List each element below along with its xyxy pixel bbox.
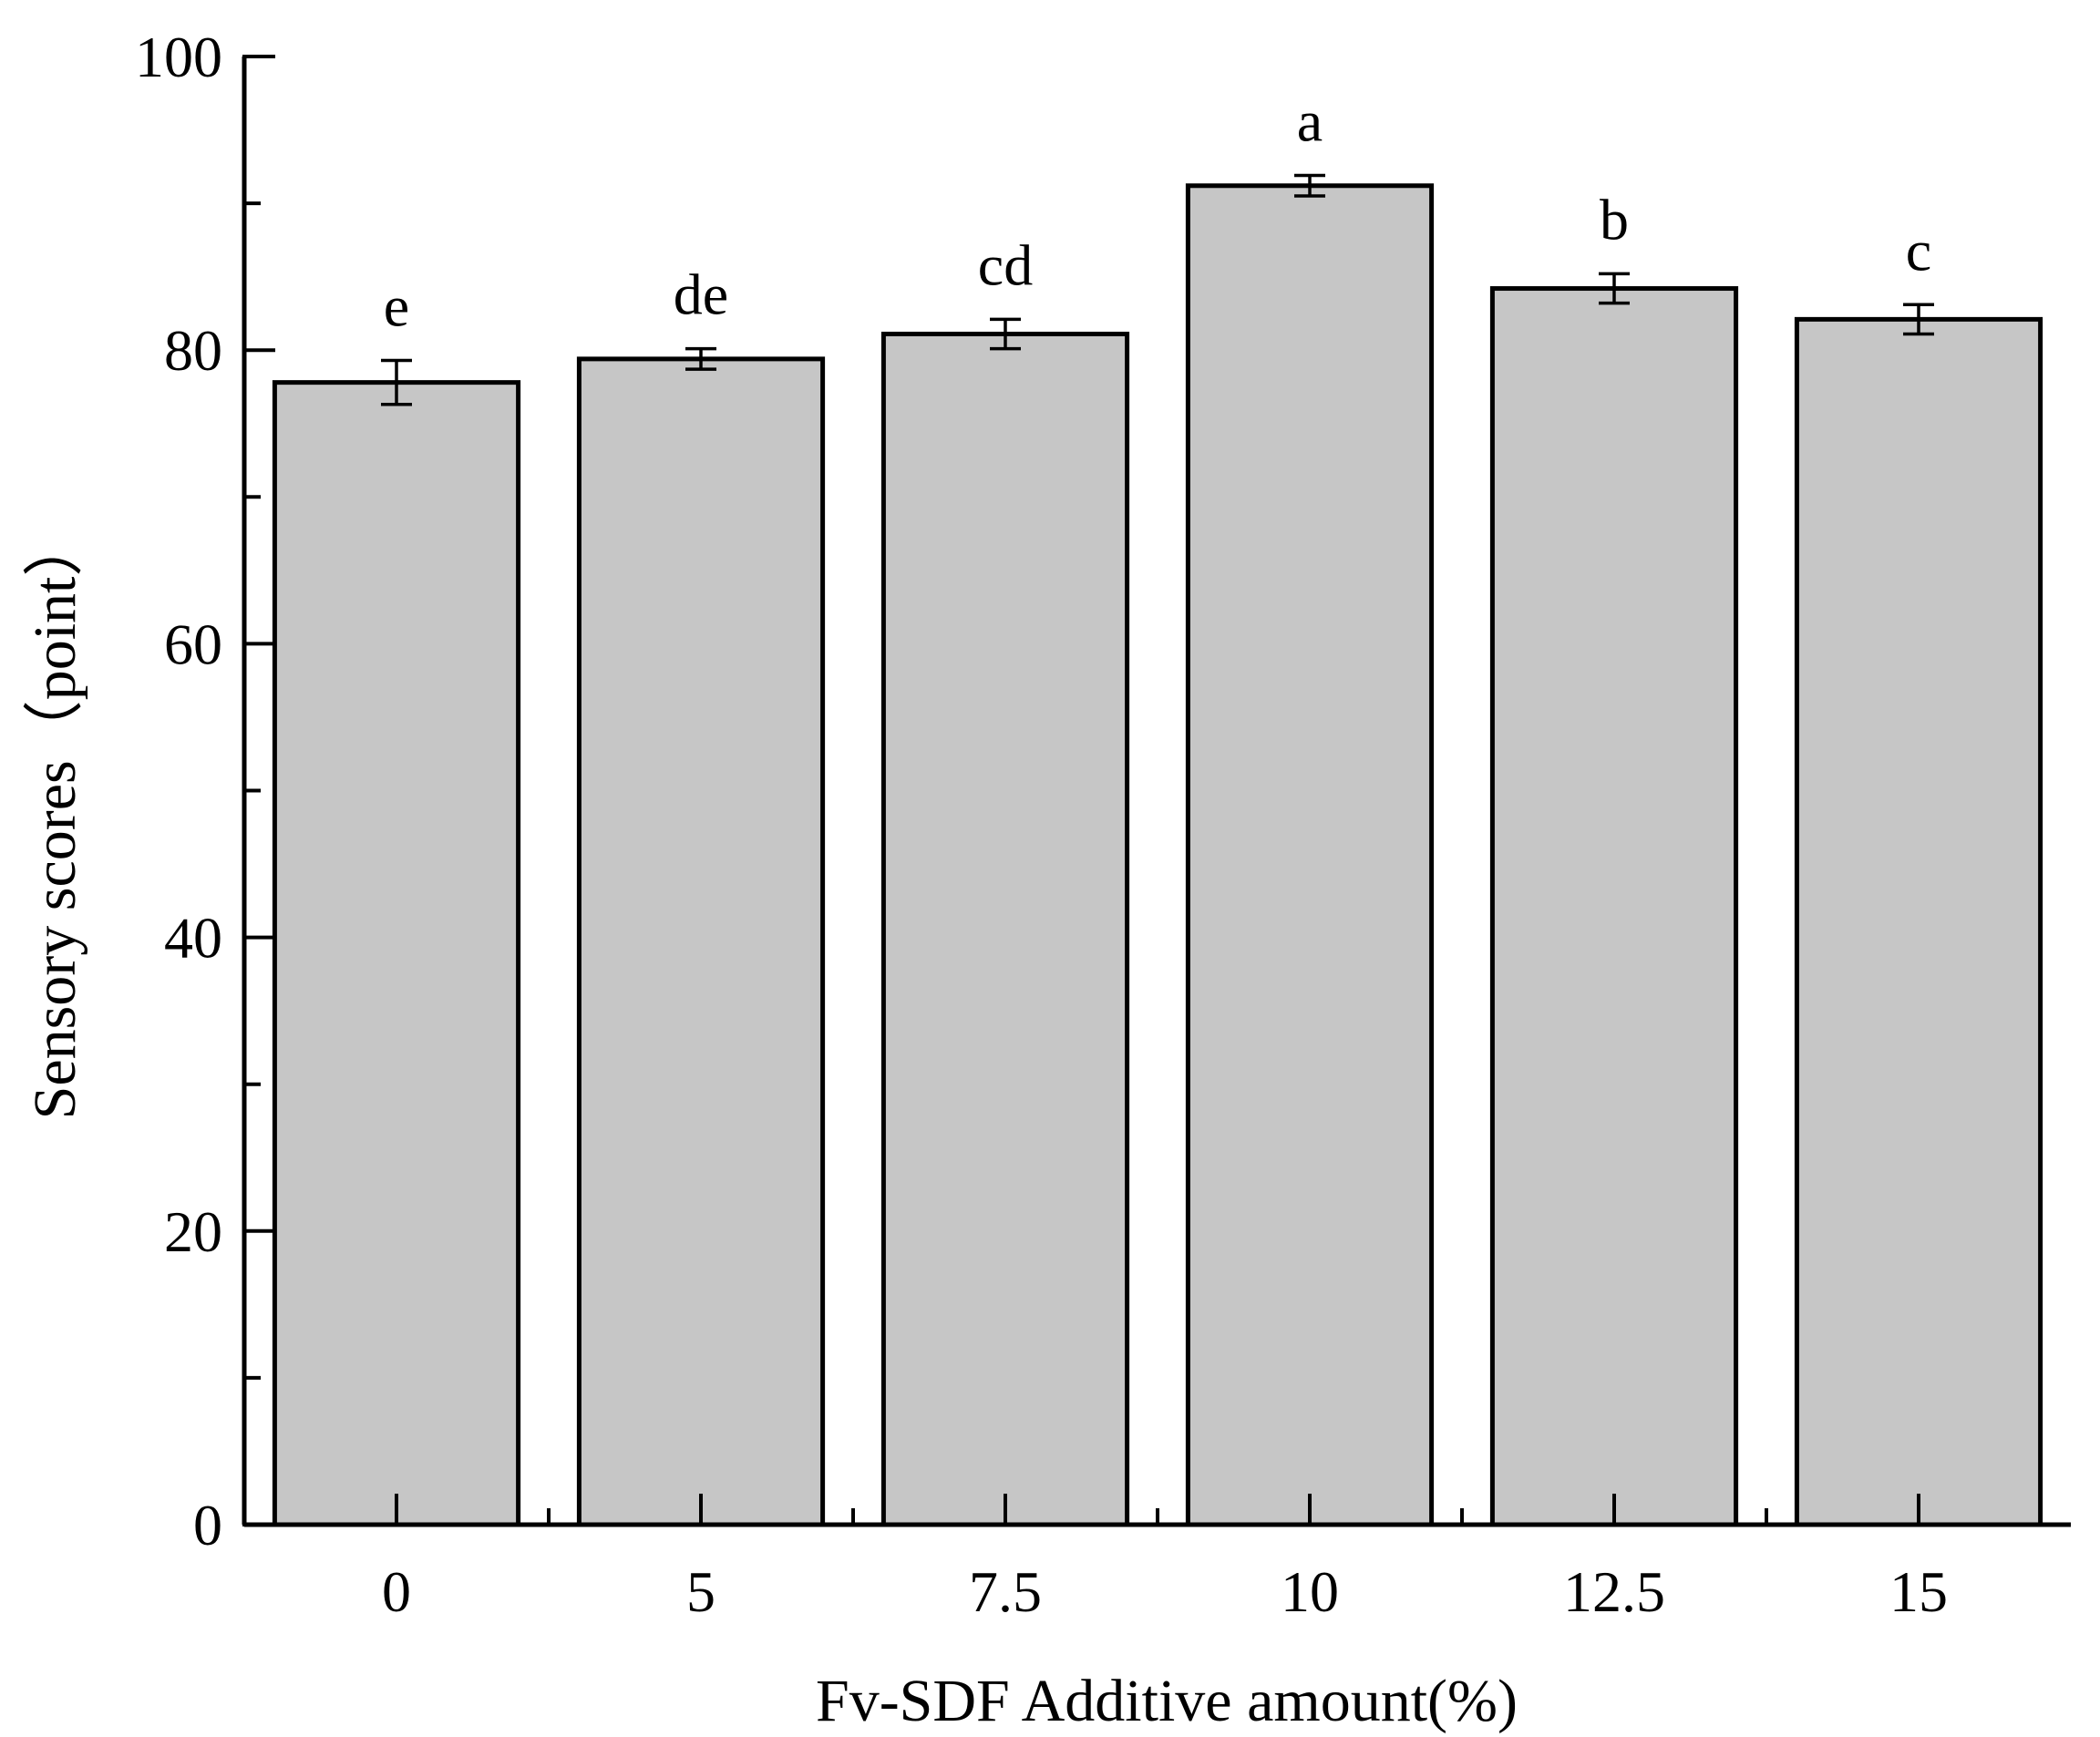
error-bar-5 xyxy=(685,346,716,371)
x-tick-label: 7.5 xyxy=(969,1559,1042,1624)
error-bars-layer xyxy=(381,173,1934,406)
bar-15 xyxy=(1794,316,2043,1527)
significance-labels-layer: e de cd a b c xyxy=(384,88,1931,338)
error-bar-15 xyxy=(1903,303,1934,336)
bar-7.5 xyxy=(880,331,1130,1527)
error-bar-7.5 xyxy=(990,317,1021,351)
y-tick-label: 0 xyxy=(193,1493,222,1557)
bar-12.5 xyxy=(1489,286,1739,1527)
significance-label-10: a xyxy=(1297,88,1323,153)
y-tick-label: 40 xyxy=(164,906,222,971)
y-tick-label: 60 xyxy=(164,612,222,676)
x-tick-label: 5 xyxy=(686,1559,715,1624)
y-tick-label: 80 xyxy=(164,318,222,383)
error-bar-12.5 xyxy=(1599,272,1630,305)
x-tick-label: 0 xyxy=(382,1559,411,1624)
bar-10 xyxy=(1185,183,1435,1527)
y-axis-title: Sensory scores（point） xyxy=(22,517,88,1120)
x-ticks-layer: 0 5 7.5 10 12.5 15 xyxy=(382,1494,1948,1624)
bar-0 xyxy=(272,380,521,1527)
y-ticks-layer: 0 20 40 60 80 100 xyxy=(135,25,275,1557)
x-tick-label: 10 xyxy=(1281,1559,1339,1624)
significance-label-12.5: b xyxy=(1600,187,1629,252)
y-tick-label: 100 xyxy=(135,25,222,89)
x-tick-label: 12.5 xyxy=(1563,1559,1665,1624)
significance-label-15: c xyxy=(1906,218,1931,283)
significance-label-7.5: cd xyxy=(978,232,1033,297)
significance-label-0: e xyxy=(384,273,409,338)
x-axis-title: Fv-SDF Additive amount(%) xyxy=(816,1668,1518,1734)
significance-label-5: de xyxy=(674,262,728,327)
error-bar-0 xyxy=(381,358,412,406)
error-bar-10 xyxy=(1294,173,1325,198)
y-tick-label: 20 xyxy=(164,1199,222,1264)
bars-layer xyxy=(272,183,2043,1527)
bar-5 xyxy=(576,356,826,1527)
x-tick-label: 15 xyxy=(1889,1559,1948,1624)
